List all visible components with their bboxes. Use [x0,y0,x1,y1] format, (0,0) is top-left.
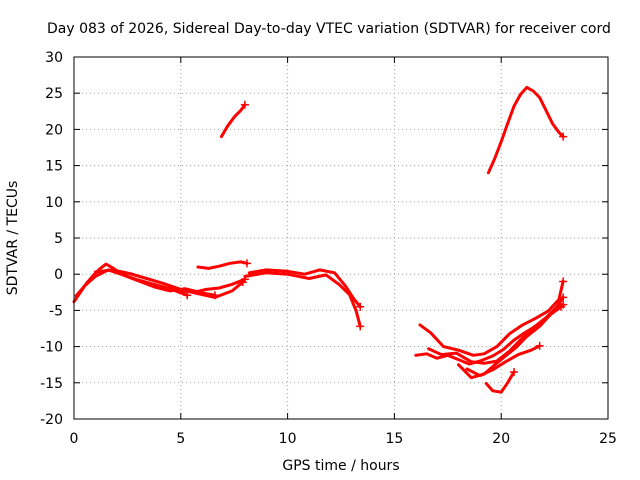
y-tick-label: 0 [54,267,63,283]
series-point-marker [510,367,519,376]
series-trace-4 [179,277,247,294]
x-tick-label: 0 [70,431,79,447]
y-tick-label: 25 [45,86,63,102]
x-axis-label: GPS time / hours [282,458,399,474]
series-point-marker [559,132,568,141]
series-point-marker [559,277,568,286]
y-axis-label: SDTVAR / TECUs [5,181,21,296]
series-point-marker [356,322,365,331]
y-tick-label: -10 [40,340,63,356]
series-point-marker [243,259,252,268]
series-point-marker [356,302,365,311]
y-tick-label: -20 [40,412,63,428]
series-point-marker [535,341,544,350]
traces [72,85,568,394]
y-tick-label: -5 [49,303,63,319]
y-tick-label: 15 [45,159,63,175]
series-trace-8 [243,271,362,328]
x-tick-label: 20 [492,431,510,447]
y-tick-label: 20 [45,122,63,138]
series-trace-1 [72,262,189,304]
chart-title: Day 083 of 2026, Sidereal Day-to-day VTE… [47,21,611,37]
series-trace-14 [465,344,542,378]
series-trace-13 [484,370,516,394]
y-tick-label: 30 [45,50,63,66]
series-trace-2 [74,268,217,298]
series-trace-15 [486,85,565,175]
series-trace-10 [418,279,565,357]
series-point-marker [240,100,249,109]
y-tick-label: 10 [45,195,63,211]
x-tick-label: 15 [385,431,403,447]
axis-ticks: 0 5 10 15 20 25 -20 -15 -10 -5 0 5 10 15 20 25 30 [40,50,617,447]
y-tick-label: -15 [40,376,63,392]
series-trace-5 [196,260,249,270]
grid [74,57,608,419]
x-tick-label: 5 [176,431,185,447]
x-tick-label: 10 [279,431,297,447]
series-trace-6 [219,103,247,139]
series-trace-3 [93,268,245,299]
x-tick-label: 25 [599,431,617,447]
y-tick-label: 5 [54,231,63,247]
series-point-marker [557,302,566,311]
